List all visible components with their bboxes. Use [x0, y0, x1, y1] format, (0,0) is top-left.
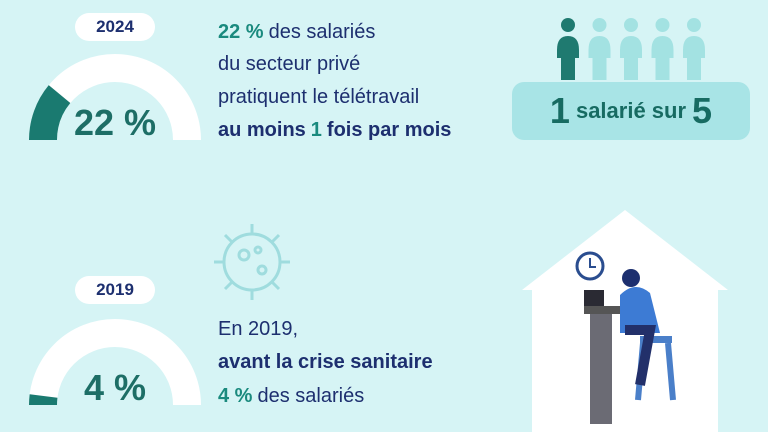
- person-body: [557, 36, 579, 80]
- gauge-label: 4 %: [35, 367, 195, 409]
- text-line: du secteur privé: [218, 53, 360, 76]
- text-segment: du secteur privé: [218, 53, 361, 75]
- text-segment: 1: [310, 119, 322, 141]
- text-line: pratiquent le télétravail: [218, 86, 419, 109]
- text-segment: fois par mois: [326, 119, 452, 141]
- person-head: [655, 18, 670, 32]
- person-icon: [588, 18, 611, 80]
- person-head: [592, 18, 607, 32]
- person-body: [683, 36, 705, 80]
- virus-icon: [214, 224, 290, 300]
- house-illustration: [522, 210, 728, 432]
- person-icon: [620, 18, 642, 80]
- text-line: En 2019,: [218, 318, 298, 341]
- text-segment: au moins: [218, 119, 306, 141]
- year-pill: 2019: [75, 276, 155, 304]
- person-icon: [683, 18, 705, 80]
- text-segment: En 2019,: [218, 318, 299, 340]
- gauge-fill: [29, 85, 71, 141]
- gauge-fill: [29, 394, 58, 406]
- person-head: [624, 18, 638, 32]
- text-line: au moins 1 fois par mois: [218, 119, 451, 142]
- text-segment: 22 %: [218, 21, 264, 43]
- year: 2024: [96, 17, 134, 36]
- person-icon: [651, 18, 674, 80]
- text-line: 22 % des salariés: [218, 21, 375, 44]
- ratio-text: salarié sur: [575, 98, 687, 123]
- ratio-count: 1: [549, 90, 570, 131]
- text-line: 4 % des salariés: [218, 385, 364, 408]
- text-segment: des salariés: [268, 21, 376, 43]
- gauge-track: [29, 319, 201, 406]
- person-body: [588, 36, 611, 80]
- year: 2019: [96, 280, 134, 299]
- text-segment: pratiquent le télétravail: [218, 86, 420, 108]
- gauge-value: 22 %: [73, 102, 157, 143]
- year-pill: 2024: [75, 13, 155, 41]
- text-segment: 4 %: [218, 385, 253, 407]
- text-line: avant la crise sanitaire: [218, 351, 433, 374]
- person-icon: [557, 18, 579, 80]
- text-segment: des salariés: [257, 385, 365, 407]
- gauge-label: 22 %: [35, 102, 195, 144]
- person-body: [651, 36, 674, 80]
- ratio-box: 1 salarié sur 5: [512, 82, 750, 140]
- ratio-of: 5: [692, 90, 713, 131]
- person-head: [687, 18, 701, 32]
- person-head: [561, 18, 575, 32]
- text-segment: avant la crise sanitaire: [218, 351, 433, 373]
- person-body: [620, 36, 642, 80]
- gauge-value: 4 %: [83, 367, 147, 408]
